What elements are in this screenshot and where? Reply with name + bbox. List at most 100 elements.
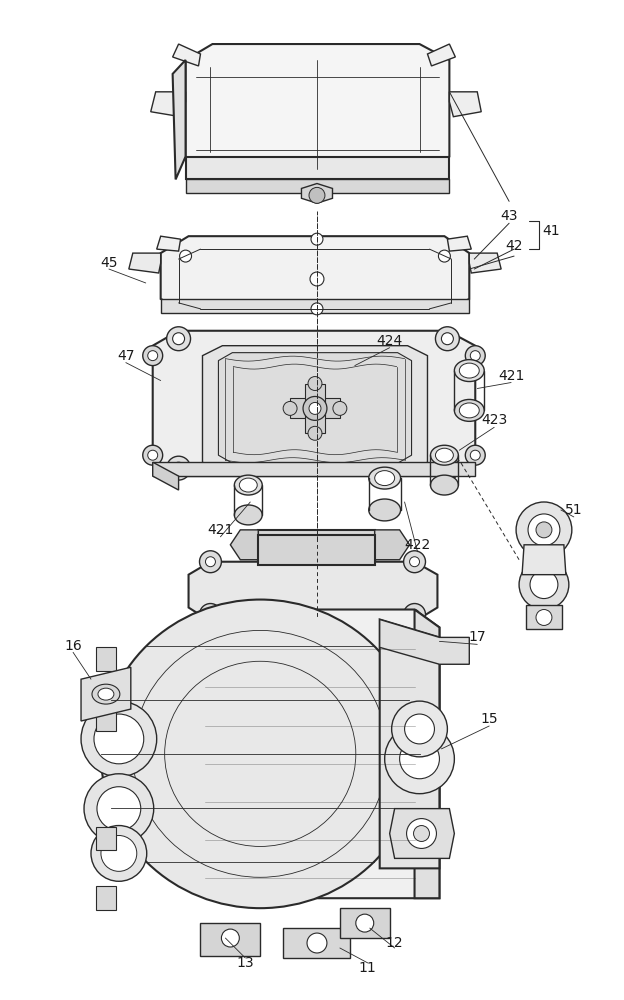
Text: 42: 42 <box>505 239 523 253</box>
Circle shape <box>308 426 322 440</box>
Polygon shape <box>173 60 185 179</box>
Circle shape <box>439 250 451 262</box>
Polygon shape <box>153 462 178 490</box>
Polygon shape <box>96 707 116 731</box>
Polygon shape <box>389 809 454 858</box>
Circle shape <box>222 929 240 947</box>
Text: 43: 43 <box>500 209 518 223</box>
Ellipse shape <box>235 505 262 525</box>
Text: 15: 15 <box>480 712 498 726</box>
Circle shape <box>283 401 297 415</box>
Polygon shape <box>185 157 449 179</box>
Polygon shape <box>414 610 439 898</box>
Circle shape <box>311 303 323 315</box>
Circle shape <box>404 551 426 573</box>
Polygon shape <box>526 605 562 629</box>
Text: 17: 17 <box>469 630 486 644</box>
Text: 47: 47 <box>117 349 135 363</box>
Polygon shape <box>96 827 116 850</box>
Circle shape <box>441 462 454 474</box>
Circle shape <box>309 187 325 203</box>
Circle shape <box>94 714 144 764</box>
Circle shape <box>101 835 137 871</box>
Polygon shape <box>96 647 116 671</box>
Polygon shape <box>157 236 180 251</box>
Circle shape <box>414 826 429 841</box>
Ellipse shape <box>98 688 114 700</box>
Circle shape <box>519 560 569 610</box>
Circle shape <box>81 701 157 777</box>
Circle shape <box>143 445 163 465</box>
Polygon shape <box>160 299 469 313</box>
Circle shape <box>404 714 434 744</box>
Polygon shape <box>469 253 501 273</box>
Polygon shape <box>283 928 350 958</box>
Circle shape <box>536 522 552 538</box>
Circle shape <box>205 610 215 619</box>
Circle shape <box>309 402 321 414</box>
Polygon shape <box>379 619 439 868</box>
Circle shape <box>516 502 572 558</box>
Ellipse shape <box>431 475 459 495</box>
Polygon shape <box>305 384 325 433</box>
Circle shape <box>180 250 192 262</box>
Circle shape <box>200 604 222 625</box>
Ellipse shape <box>369 499 401 521</box>
Text: 13: 13 <box>236 956 254 970</box>
Polygon shape <box>449 92 481 117</box>
Polygon shape <box>173 44 200 66</box>
Circle shape <box>436 327 459 351</box>
Polygon shape <box>96 886 116 910</box>
Ellipse shape <box>369 467 401 489</box>
Circle shape <box>356 914 374 932</box>
Polygon shape <box>258 560 375 575</box>
Ellipse shape <box>92 684 120 704</box>
Ellipse shape <box>459 363 479 378</box>
Circle shape <box>167 327 190 351</box>
Polygon shape <box>427 44 456 66</box>
Text: 45: 45 <box>100 256 118 270</box>
Polygon shape <box>153 462 475 476</box>
Circle shape <box>436 456 459 480</box>
Circle shape <box>311 233 323 245</box>
Circle shape <box>303 396 327 420</box>
Polygon shape <box>188 562 437 621</box>
Text: 424: 424 <box>376 334 402 348</box>
Ellipse shape <box>431 445 459 465</box>
Text: 423: 423 <box>481 413 507 427</box>
Polygon shape <box>153 331 475 476</box>
Circle shape <box>392 701 447 757</box>
Polygon shape <box>301 184 333 203</box>
Circle shape <box>143 346 163 366</box>
Circle shape <box>310 272 324 286</box>
Circle shape <box>200 551 222 573</box>
Circle shape <box>399 739 439 779</box>
Polygon shape <box>290 398 340 418</box>
Polygon shape <box>447 236 471 251</box>
Circle shape <box>384 724 454 794</box>
Polygon shape <box>230 530 258 560</box>
Circle shape <box>173 462 185 474</box>
Circle shape <box>173 333 185 345</box>
Ellipse shape <box>375 471 394 486</box>
Circle shape <box>530 571 558 599</box>
Circle shape <box>470 450 480 460</box>
Polygon shape <box>258 535 375 565</box>
Polygon shape <box>81 667 131 721</box>
Circle shape <box>84 774 154 843</box>
Circle shape <box>409 610 419 619</box>
Ellipse shape <box>235 475 262 495</box>
Circle shape <box>205 557 215 567</box>
Ellipse shape <box>436 448 454 462</box>
Polygon shape <box>340 908 389 938</box>
Circle shape <box>409 557 419 567</box>
Text: 51: 51 <box>565 503 583 517</box>
Polygon shape <box>190 610 439 898</box>
Polygon shape <box>129 253 160 273</box>
Circle shape <box>91 826 147 881</box>
Ellipse shape <box>240 478 257 492</box>
Circle shape <box>466 346 485 366</box>
Text: 11: 11 <box>359 961 377 975</box>
Text: 41: 41 <box>542 224 560 238</box>
Circle shape <box>148 351 158 361</box>
